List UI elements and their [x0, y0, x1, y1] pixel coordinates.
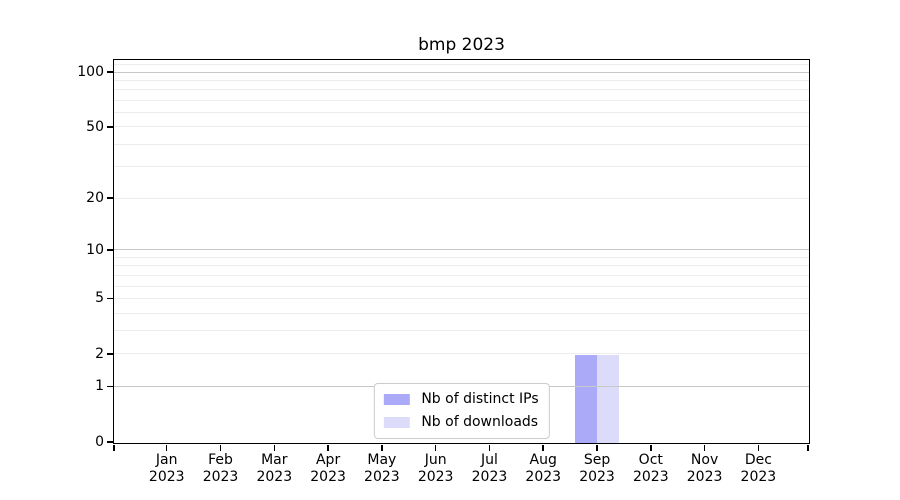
- gridline-minor: [114, 112, 809, 114]
- x-tick-month: Jun: [424, 452, 447, 468]
- y-tick-label: 20: [86, 190, 104, 206]
- x-tick-label: Jul 2023: [472, 452, 508, 486]
- legend-label-distinct-ips: Nb of distinct IPs: [421, 391, 539, 407]
- x-tick-month: Mar: [261, 452, 288, 468]
- legend-swatch-distinct-ips: [383, 394, 410, 405]
- x-tick-label: Aug 2023: [525, 452, 561, 486]
- y-tick: [107, 441, 114, 443]
- x-tick-edge: [807, 445, 809, 451]
- x-tick: [165, 445, 168, 451]
- x-tick-year: 2023: [148, 469, 185, 485]
- x-tick-year: 2023: [364, 469, 400, 485]
- x-tick-label: Feb 2023: [203, 452, 239, 486]
- chart-title: bmp 2023: [418, 35, 505, 55]
- gridline-minor: [114, 166, 809, 168]
- gridline-major: [114, 71, 809, 73]
- gridline-minor: [114, 99, 809, 101]
- y-tick: [107, 297, 114, 300]
- plot-area: Nb of distinct IPs Nb of downloads 0 1 2 5 1…: [77, 59, 810, 485]
- y-tick: [107, 385, 114, 388]
- gridline-minor: [114, 285, 809, 287]
- x-tick-month: Jul: [480, 452, 498, 468]
- x-tick-label: Nov 2023: [687, 452, 723, 486]
- x-tick-label: Apr 2023: [310, 452, 346, 486]
- x-tick: [273, 445, 276, 451]
- x-tick-month: Jan: [155, 452, 178, 468]
- x-tick-month: May: [367, 452, 397, 468]
- legend-row: Nb of distinct IPs: [383, 390, 539, 409]
- x-tick-year: 2023: [740, 469, 777, 485]
- legend: Nb of distinct IPs Nb of downloads: [373, 383, 550, 439]
- x-tick-label: May 2023: [364, 452, 400, 486]
- x-tick: [596, 445, 598, 451]
- x-tick-edge: [113, 445, 115, 451]
- gridline-minor: [114, 274, 809, 276]
- gridline-minor: [114, 197, 809, 199]
- x-tick: [219, 445, 222, 451]
- x-tick-month: Apr: [315, 452, 341, 468]
- legend-label-downloads: Nb of downloads: [421, 414, 539, 430]
- bar: [597, 354, 620, 443]
- x-tick: [542, 445, 544, 451]
- x-tick-month: Feb: [208, 452, 233, 468]
- x-tick-month: Sep: [583, 452, 611, 468]
- x-tick-year: 2023: [686, 469, 723, 485]
- legend-row: Nb of downloads: [383, 413, 538, 432]
- x-tick-year: 2023: [632, 469, 669, 485]
- gridline-minor: [114, 330, 809, 332]
- y-tick: [107, 126, 114, 128]
- gridline-minor: [114, 256, 809, 258]
- gridline-minor: [114, 89, 809, 91]
- x-tick-label: Mar 2023: [256, 452, 292, 486]
- x-tick-label: Jun 2023: [418, 452, 454, 486]
- x-tick-month: Oct: [638, 452, 663, 468]
- y-tick-label: 0: [95, 434, 104, 450]
- x-tick: [703, 445, 706, 451]
- x-tick-label: Sep 2023: [579, 452, 615, 486]
- bar: [575, 354, 598, 443]
- gridline-minor: [114, 79, 809, 81]
- gridline-minor: [114, 64, 809, 66]
- x-tick-year: 2023: [417, 469, 454, 485]
- x-tick: [757, 445, 760, 451]
- x-tick-month: Nov: [690, 452, 719, 468]
- y-tick: [107, 353, 114, 355]
- x-tick-year: 2023: [202, 469, 239, 485]
- x-tick-label: Jan 2023: [149, 452, 185, 486]
- y-tick-label: 50: [86, 118, 104, 135]
- gridline-minor: [114, 143, 809, 145]
- x-tick: [327, 445, 329, 451]
- y-tick-label: 1: [95, 378, 104, 395]
- x-tick-year: 2023: [256, 469, 293, 485]
- x-tick-label: Oct 2023: [633, 452, 669, 486]
- y-tick-label: 2: [95, 345, 104, 362]
- x-tick-year: 2023: [525, 469, 562, 485]
- x-tick-label: Dec 2023: [741, 452, 777, 486]
- x-tick-year: 2023: [310, 469, 346, 485]
- x-tick: [488, 445, 491, 451]
- x-tick-month: Aug: [529, 452, 557, 468]
- x-tick: [650, 445, 652, 451]
- y-tick: [107, 249, 114, 251]
- y-tick-label: 5: [95, 290, 104, 307]
- x-tick-month: Dec: [744, 452, 772, 468]
- x-tick: [381, 445, 383, 451]
- x-tick-year: 2023: [471, 469, 508, 485]
- gridline-major: [114, 249, 809, 251]
- y-tick-label: 10: [86, 241, 104, 258]
- x-tick: [434, 445, 437, 451]
- x-tick-year: 2023: [579, 469, 615, 485]
- gridline-minor: [114, 297, 809, 299]
- y-tick: [107, 71, 114, 73]
- gridline-minor: [114, 265, 809, 267]
- gridline-minor: [114, 353, 809, 355]
- y-tick: [107, 197, 114, 199]
- gridline-minor: [114, 312, 809, 314]
- legend-swatch-downloads: [383, 417, 410, 428]
- y-tick-label: 100: [77, 64, 104, 81]
- gridline-minor: [114, 126, 809, 128]
